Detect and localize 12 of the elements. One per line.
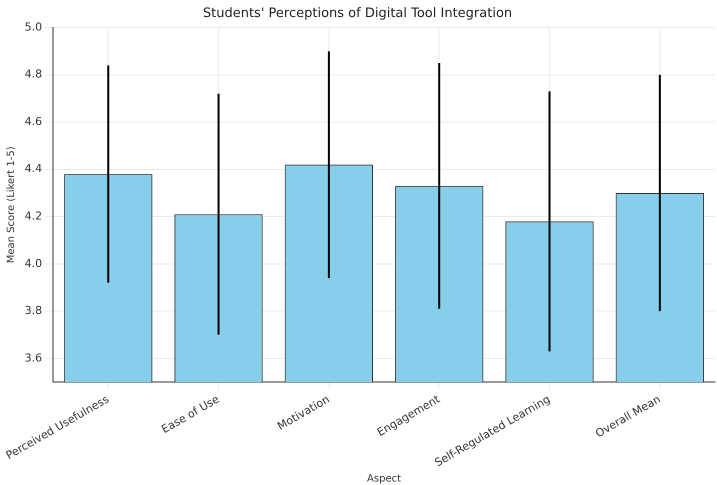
y-tick-label: 4.8 [24, 68, 42, 81]
y-tick-label: 4.6 [24, 114, 42, 128]
y-tick-label: 4.2 [24, 210, 42, 222]
y-tick-label: 5.0 [24, 20, 42, 34]
y-tick-label: 3.6 [24, 351, 42, 364]
x-tick-label: Ease of Use [159, 392, 222, 436]
y-tick-label: 4.4 [24, 162, 42, 176]
y-axis-title: Mean Score (Likert 1-5) [6, 146, 18, 264]
chart-title: Students' Perceptions of Digital Tool Integration [202, 6, 512, 22]
x-axis-title: Aspect [367, 474, 402, 485]
y-tick-label: 3.8 [24, 304, 42, 318]
y-tick-label: 4.0 [24, 256, 42, 270]
